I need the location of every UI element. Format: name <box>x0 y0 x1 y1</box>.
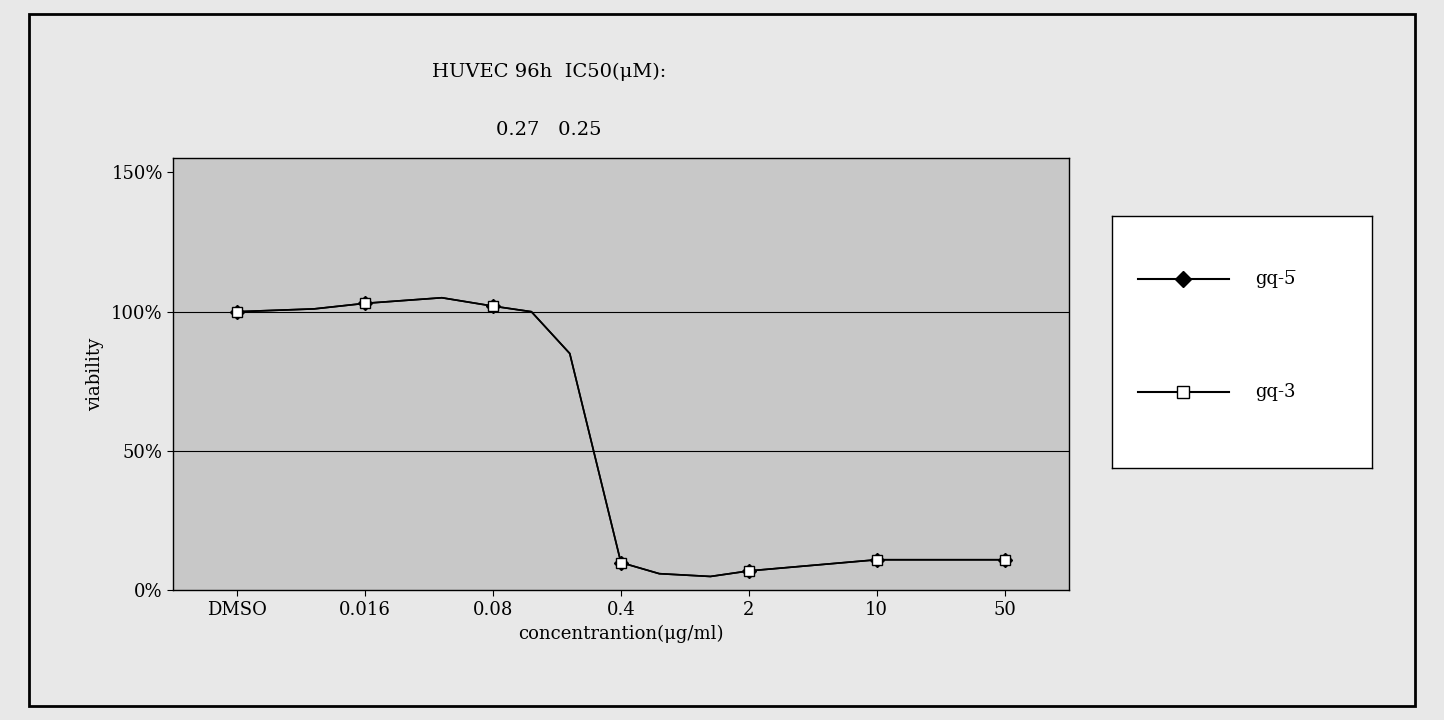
gq-3 <box>484 302 501 310</box>
gq-5̅ <box>996 555 1014 564</box>
gq-3 <box>868 555 885 564</box>
Text: gq-5̅: gq-5̅ <box>1255 270 1295 288</box>
gq-5̅ <box>228 307 245 316</box>
X-axis label: concentrantion(μg/ml): concentrantion(μg/ml) <box>518 624 723 643</box>
gq-5̅ <box>612 558 630 567</box>
gq-3 <box>357 299 374 307</box>
Text: 0.27   0.25: 0.27 0.25 <box>495 120 602 138</box>
gq-3 <box>612 558 630 567</box>
Text: gq-3: gq-3 <box>1255 383 1295 402</box>
gq-5̅ <box>741 567 758 575</box>
gq-3 <box>996 555 1014 564</box>
gq-5̅ <box>357 299 374 307</box>
gq-5̅ <box>868 555 885 564</box>
Y-axis label: viability: viability <box>87 338 104 411</box>
Line: gq-3: gq-3 <box>232 299 1009 576</box>
gq-3 <box>228 307 245 316</box>
Text: HUVEC 96h  IC50(μM):: HUVEC 96h IC50(μM): <box>432 63 666 81</box>
gq-5̅ <box>484 302 501 310</box>
gq-3 <box>741 567 758 575</box>
Line: gq-5̅: gq-5̅ <box>232 299 1009 576</box>
